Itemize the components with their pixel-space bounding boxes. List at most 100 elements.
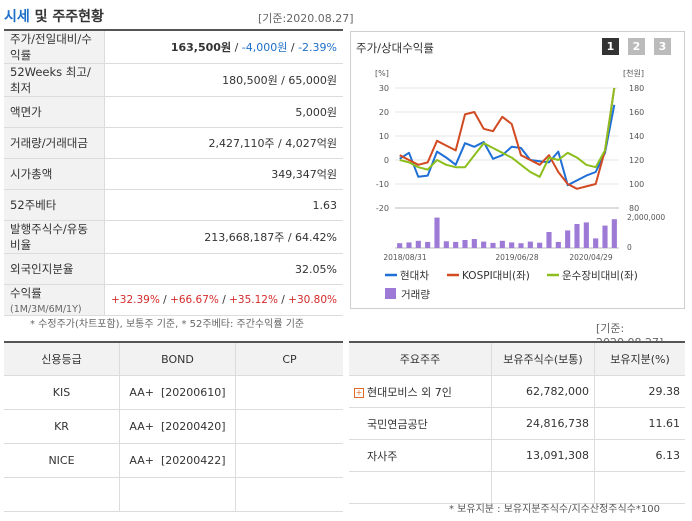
- table-row: + 현대모비스 외 7인 62,782,000 29.38: [349, 375, 685, 408]
- current-price: 163,500원: [170, 41, 232, 54]
- table-row: 거래량/거래대금 2,427,110주 / 4,027억원: [4, 127, 343, 159]
- left-axis-unit: [%]: [375, 69, 389, 78]
- x-tick-label: 2019/06/28: [495, 253, 538, 262]
- table-row: [4, 477, 343, 512]
- table-row: 발행주식수/유동비율 213,668,187주 / 64.42%: [4, 220, 343, 254]
- col-header: 신용등급: [4, 342, 120, 376]
- chart-page-3-button[interactable]: 3: [654, 38, 671, 55]
- left-tick-label: 20: [379, 108, 389, 117]
- row-label: 거래량/거래대금: [4, 127, 105, 159]
- table-row: KIS AA+ [20200610]: [4, 375, 343, 410]
- volume-bar: [574, 224, 580, 248]
- chart-page-1-button[interactable]: 1: [602, 38, 619, 55]
- holder-shares: 24,816,738: [491, 407, 595, 440]
- legend-label: 현대차: [400, 270, 429, 282]
- bond-rating: AA+ [20200610]: [119, 375, 236, 410]
- volume-bar: [537, 242, 543, 248]
- col-header: BOND: [119, 342, 236, 376]
- table-header-row: 신용등급 BOND CP: [4, 342, 343, 376]
- credit-table: 신용등급 BOND CP KIS AA+ [20200610] KR AA+ [20…: [4, 341, 343, 512]
- legend-swatch: [385, 288, 396, 299]
- holder-name: 자사주: [349, 439, 492, 472]
- volume-bar: [509, 242, 515, 248]
- row-label: 발행주식수/유동비율: [4, 220, 105, 254]
- price-change: -4,000원: [241, 41, 288, 54]
- volume-bar: [593, 238, 599, 248]
- quote-note: * 수정주가(차트포함), 보통주 기준, * 52주베타: 주간수익률 기준: [30, 319, 305, 330]
- expand-plus-icon[interactable]: +: [354, 387, 364, 398]
- price-chart: [%] [천원]3020100-10-20180160140120100802,0…: [375, 68, 665, 301]
- right-tick-label: 80: [629, 204, 639, 213]
- returns-label: 수익률: [10, 286, 42, 300]
- agency: KIS: [4, 375, 120, 410]
- chart-panel: [350, 31, 685, 309]
- table-row: 시가총액 349,347억원: [4, 158, 343, 190]
- volume-bar: [397, 243, 403, 248]
- volume-bar: [546, 232, 552, 248]
- left-tick-label: 0: [384, 156, 389, 165]
- table-row: 주가/전일대비/수익률 163,500원 / -4,000원 / -2.39%: [4, 31, 343, 64]
- x-tick-label: 2020/04/29: [569, 253, 612, 262]
- divider: [4, 29, 343, 31]
- volume-bar: [555, 241, 561, 248]
- volume-bar: [527, 241, 533, 248]
- holder-pct: 11.61: [594, 407, 685, 440]
- series-line-1: [399, 87, 616, 190]
- holder-shares: 13,091,308: [491, 439, 595, 472]
- quote-table: 주가/전일대비/수익률 163,500원 / -4,000원 / -2.39% …: [4, 31, 343, 316]
- volume-bar: [583, 222, 589, 248]
- row-value: 213,668,187주 / 64.42%: [104, 220, 343, 254]
- table-row: 국민연금공단 24,816,738 11.61: [349, 407, 685, 440]
- table-row: 52Weeks 최고/최저 180,500원 / 65,000원: [4, 63, 343, 97]
- volume-bar: [565, 230, 571, 248]
- footnote: * 보유지분 : 보유지분주식수/지수산정주식수*100: [449, 504, 660, 515]
- row-label: 액면가: [4, 96, 105, 128]
- row-value: 32.05%: [104, 253, 343, 285]
- volume-tick-label: 2,000,000: [627, 213, 665, 222]
- holder-pct: 6.13: [594, 439, 685, 472]
- x-tick-label: 2018/08/31: [383, 253, 426, 262]
- volume-bar: [434, 217, 440, 248]
- holder-name[interactable]: 현대모비스 외 7인: [367, 385, 452, 399]
- return-6m: +35.12%: [229, 294, 278, 306]
- volume-tick-label: 0: [627, 243, 632, 252]
- col-header: 보유주식수(보통): [491, 342, 595, 376]
- volume-bar: [415, 240, 421, 248]
- right-tick-label: 180: [629, 84, 644, 93]
- left-tick-label: 10: [379, 132, 389, 141]
- row-label: 주가/전일대비/수익률: [4, 31, 105, 64]
- volume-bar: [471, 239, 477, 248]
- section-title: 시세 및 주주현황: [4, 9, 104, 25]
- volume-bar: [490, 242, 496, 248]
- volume-bar: [499, 240, 505, 248]
- table-row: 액면가 5,000원: [4, 96, 343, 128]
- right-tick-label: 140: [629, 132, 644, 141]
- returns-periods: (1M/3M/6M/1Y): [10, 304, 82, 315]
- right-axis-unit: [천원]: [623, 68, 644, 78]
- row-value: 180,500원 / 65,000원: [104, 63, 343, 97]
- series-line-2: [399, 87, 616, 178]
- agency: KR: [4, 409, 120, 444]
- row-label: 52주베타: [4, 189, 105, 221]
- chart-page-2-button[interactable]: 2: [628, 38, 645, 55]
- volume-bar: [453, 241, 459, 248]
- holder-pct: 29.38: [594, 375, 685, 408]
- legend-label: 거래량: [401, 289, 430, 301]
- row-value: 2,427,110주 / 4,027억원: [104, 127, 343, 159]
- shareholders-table: 주요주주 보유주식수(보통) 보유지분(%) + 현대모비스 외 7인 62,78…: [349, 341, 685, 504]
- return-1y: +30.80%: [288, 294, 337, 306]
- volume-bar: [443, 241, 449, 248]
- volume-bar: [425, 241, 431, 248]
- row-label: 52Weeks 최고/최저: [4, 63, 105, 97]
- agency: NICE: [4, 443, 120, 478]
- volume-bar: [462, 240, 468, 248]
- legend-label: 운수장비대비(좌): [562, 270, 638, 282]
- cp-rating: [235, 443, 343, 478]
- row-label: 외국인지분율: [4, 253, 105, 285]
- right-tick-label: 160: [629, 108, 644, 117]
- left-tick-label: 30: [379, 84, 389, 93]
- table-row: NICE AA+ [20200422]: [4, 443, 343, 478]
- col-header: 보유지분(%): [594, 342, 685, 376]
- series-line-0: [399, 104, 616, 187]
- table-row: 52주베타 1.63: [4, 189, 343, 221]
